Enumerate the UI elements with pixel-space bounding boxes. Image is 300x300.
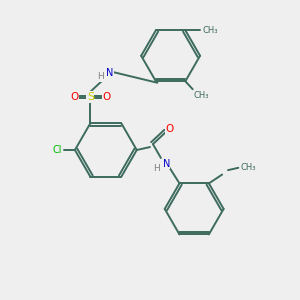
- Text: N: N: [163, 159, 170, 169]
- Text: CH₃: CH₃: [241, 163, 256, 172]
- Text: S: S: [87, 92, 94, 102]
- Text: H: H: [97, 73, 104, 82]
- Text: CH₃: CH₃: [193, 91, 209, 100]
- Text: O: O: [70, 92, 78, 102]
- Text: H: H: [153, 164, 160, 173]
- Text: Cl: Cl: [52, 145, 62, 155]
- Text: O: O: [166, 124, 174, 134]
- Text: N: N: [106, 68, 113, 78]
- Text: CH₃: CH₃: [202, 26, 218, 35]
- Text: O: O: [102, 92, 111, 102]
